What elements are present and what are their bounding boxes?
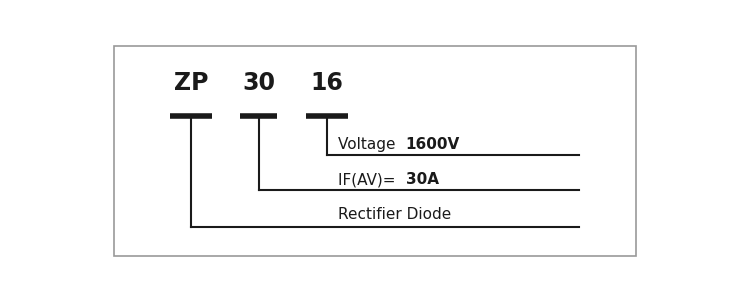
Text: 16: 16 xyxy=(310,71,343,95)
Text: 30: 30 xyxy=(242,71,275,95)
Text: IF(AV)=: IF(AV)= xyxy=(338,172,406,187)
Text: Rectifier Diode: Rectifier Diode xyxy=(338,207,452,222)
Text: ZP: ZP xyxy=(173,71,208,95)
Text: 1600V: 1600V xyxy=(406,137,460,152)
Text: Voltage: Voltage xyxy=(338,137,406,152)
Text: 30A: 30A xyxy=(406,172,438,187)
